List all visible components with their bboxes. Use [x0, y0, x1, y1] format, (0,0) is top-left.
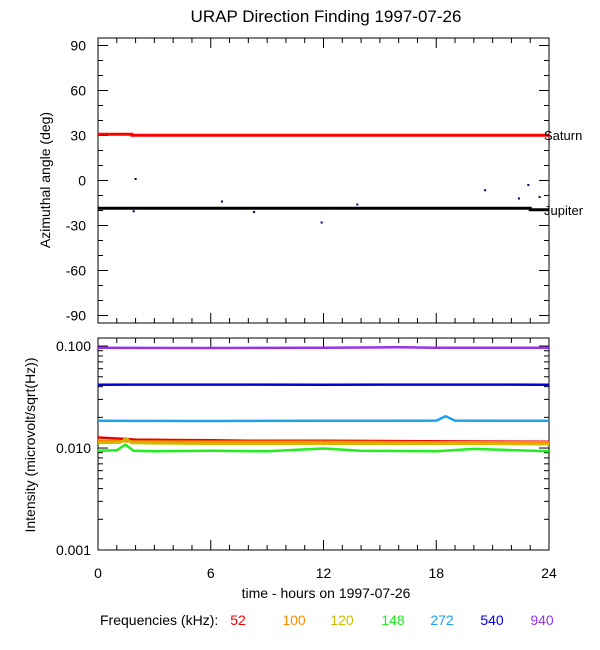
frequency-legend: Frequencies (kHz): 52 100 120 148 272 540 940 — [100, 612, 554, 628]
x-axis-label: time - hours on 1997-07-26 — [242, 585, 411, 601]
azimuth-ytick-label: 90 — [70, 38, 86, 54]
intensity-ytick-label: 0.010 — [56, 440, 91, 456]
azimuth-ytick-label: 60 — [70, 83, 86, 99]
azimuth-ytick-label: 30 — [70, 128, 86, 144]
azimuth-point — [356, 203, 359, 206]
azimuth-points — [132, 178, 541, 224]
series-line-120khz — [97, 436, 550, 446]
azimuth-point — [484, 189, 487, 192]
intensity-ytick-label: 0.001 — [56, 542, 91, 558]
legend-entry-940khz: 940 — [530, 612, 554, 628]
x-tick-label: 6 — [207, 565, 215, 581]
legend-entry-272khz: 272 — [430, 612, 454, 628]
series-line-100khz — [97, 439, 549, 444]
azimuth-ticks: 90 60 30 0 -30 -60 -90 — [66, 38, 550, 324]
azimuth-series: Saturn Jupiter — [98, 128, 584, 218]
azimuth-ytick-label: -90 — [66, 308, 86, 324]
azimuth-ylabel: Azimuthal angle (deg) — [37, 112, 53, 248]
azimuth-point — [517, 197, 520, 200]
legend-entry-100khz: 100 — [282, 612, 306, 628]
azimuth-point — [320, 221, 323, 224]
series-label-jupiter: Jupiter — [544, 203, 584, 218]
series-line-saturn — [98, 132, 549, 137]
x-tick-label: 12 — [316, 565, 332, 581]
series-line-jupiter — [98, 206, 549, 212]
legend-entry-148khz: 148 — [381, 612, 405, 628]
azimuth-point — [527, 184, 530, 186]
legend-entry-540khz: 540 — [480, 612, 504, 628]
azimuth-panel: 90 60 30 0 -30 -60 -90 Saturn Jupiter Azimuthal… — [37, 37, 584, 324]
azimuth-point — [252, 211, 255, 213]
series-label-saturn: Saturn — [544, 128, 582, 143]
legend-entry-52khz: 52 — [230, 612, 246, 628]
azimuth-ytick-label: -60 — [66, 263, 86, 279]
azimuth-point — [134, 178, 137, 180]
x-tick-label: 18 — [428, 565, 444, 581]
azimuth-point — [221, 200, 224, 203]
azimuth-ytick-label: 0 — [78, 173, 86, 189]
legend-entry-120khz: 120 — [330, 612, 354, 628]
intensity-series — [97, 345, 550, 453]
intensity-ylabel: Intensity (microvolt/sqrt(Hz)) — [22, 357, 38, 532]
legend-title: Frequencies (kHz): — [100, 612, 218, 628]
azimuth-frame — [97, 37, 550, 324]
x-tick-label: 0 — [94, 565, 102, 581]
series-line-272khz — [97, 414, 550, 423]
azimuth-point — [132, 210, 135, 213]
chart-title: URAP Direction Finding 1997-07-26 — [191, 7, 462, 26]
series-line-940khz — [97, 345, 550, 350]
intensity-ytick-label: 0.100 — [56, 338, 91, 354]
azimuth-point — [538, 196, 541, 198]
series-line-148khz — [97, 443, 550, 453]
x-tick-label: 24 — [541, 565, 557, 581]
azimuth-ytick-label: -30 — [66, 218, 86, 234]
